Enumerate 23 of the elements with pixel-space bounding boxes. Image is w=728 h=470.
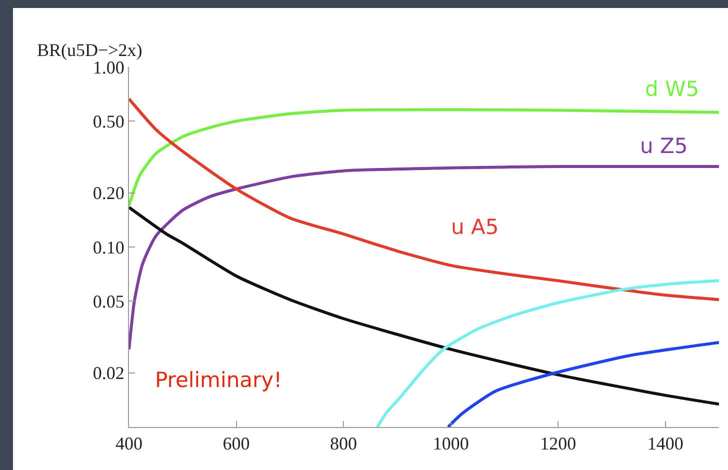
x-tick-label: 1400: [647, 434, 684, 454]
line-series: [376, 279, 719, 427]
y-tick-label: 0.05: [92, 291, 124, 312]
line-series: [129, 97, 719, 302]
y-tick-label: 0.02: [92, 363, 124, 384]
line-series: [446, 340, 719, 427]
series-label: d W5: [645, 77, 700, 101]
y-axis-title: BR(u5D−>2x): [37, 40, 142, 60]
y-tick-label: 0.10: [92, 237, 124, 258]
x-tick-label: 1000: [432, 434, 469, 454]
x-tick-label: 1200: [540, 434, 576, 454]
x-tick-label: 800: [330, 434, 358, 454]
annotation: Preliminary!: [155, 368, 282, 392]
y-tick-label: 0.50: [92, 111, 124, 132]
y-tick-label: 0.20: [92, 183, 124, 204]
y-tick-label: 1.00: [92, 57, 124, 78]
x-tick-label: 400: [116, 434, 142, 454]
series-label: u A5: [451, 215, 499, 239]
line-series: [129, 206, 719, 406]
line-series: [129, 108, 719, 208]
series-label: u Z5: [640, 134, 688, 158]
line-series: [129, 164, 719, 351]
x-tick-label: 600: [222, 434, 250, 454]
